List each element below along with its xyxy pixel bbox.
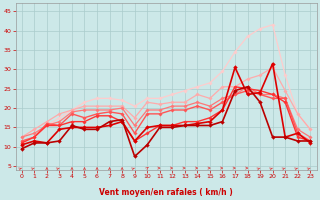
X-axis label: Vent moyen/en rafales ( km/h ): Vent moyen/en rafales ( km/h ) (99, 188, 233, 197)
